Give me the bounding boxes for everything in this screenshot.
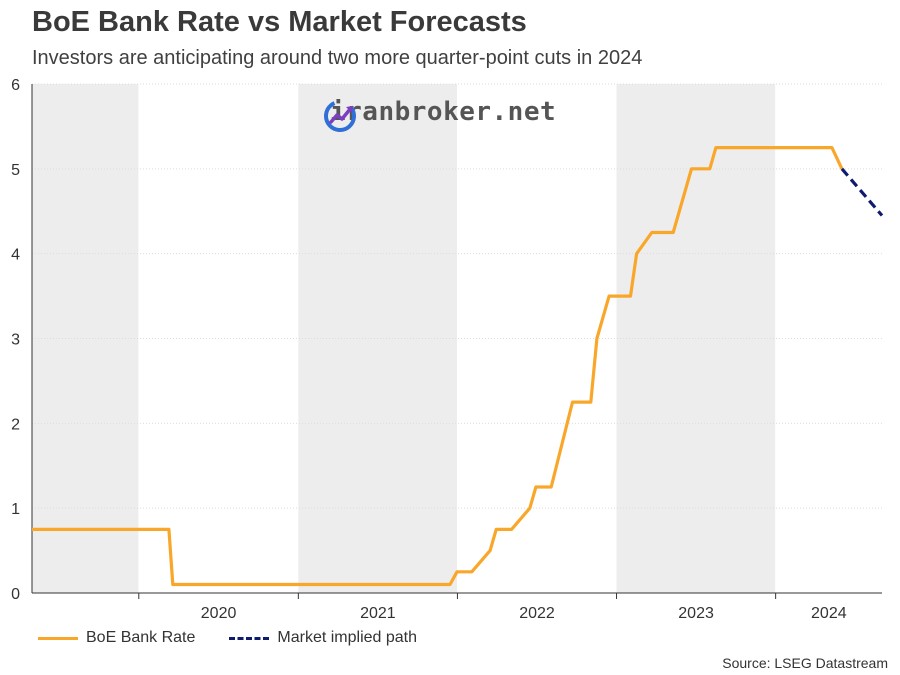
legend-label-bank-rate: BoE Bank Rate [86, 629, 196, 646]
y-tick-label: 1 [11, 501, 20, 518]
chart-title: BoE Bank Rate vs Market Forecasts [32, 6, 527, 38]
y-tick-label: 2 [11, 416, 20, 433]
y-axis-ticks: 0 1 2 3 4 5 6 [11, 77, 20, 603]
y-tick-label: 3 [11, 332, 20, 349]
legend-item-bank-rate: BoE Bank Rate [38, 629, 195, 647]
x-tick-label: 2022 [519, 605, 555, 622]
x-tick-label: 2024 [811, 605, 847, 622]
series-line-implied-path [840, 167, 884, 217]
x-axis-ticks: 2020 2021 2022 2023 2024 [138, 593, 847, 622]
gridlines [31, 83, 882, 594]
chart-legend: BoE Bank Rate Market implied path [38, 629, 451, 647]
watermark-logo: iranbroker.net [322, 97, 557, 132]
legend-swatch-implied-path [229, 636, 270, 640]
series-line-bank-rate [32, 146, 844, 587]
x-tick-label: 2020 [201, 605, 237, 622]
chart-growth-icon [324, 100, 356, 132]
series-lines [32, 146, 884, 587]
watermark-text: iranbroker.net [330, 97, 557, 127]
legend-item-implied-path: Market implied path [229, 629, 417, 647]
legend-swatch-bank-rate [38, 636, 78, 640]
y-tick-label: 4 [11, 247, 20, 264]
chart-subtitle: Investors are anticipating around two mo… [32, 47, 643, 69]
shaded-band-0 [32, 84, 139, 593]
x-tick-label: 2021 [360, 605, 396, 622]
y-tick-label: 0 [11, 586, 20, 603]
y-tick-label: 5 [11, 162, 20, 179]
source-note: Source: LSEG Datastream [722, 655, 888, 671]
legend-label-implied-path: Market implied path [277, 629, 418, 646]
y-tick-label: 6 [11, 77, 20, 94]
x-tick-label: 2023 [678, 605, 714, 622]
